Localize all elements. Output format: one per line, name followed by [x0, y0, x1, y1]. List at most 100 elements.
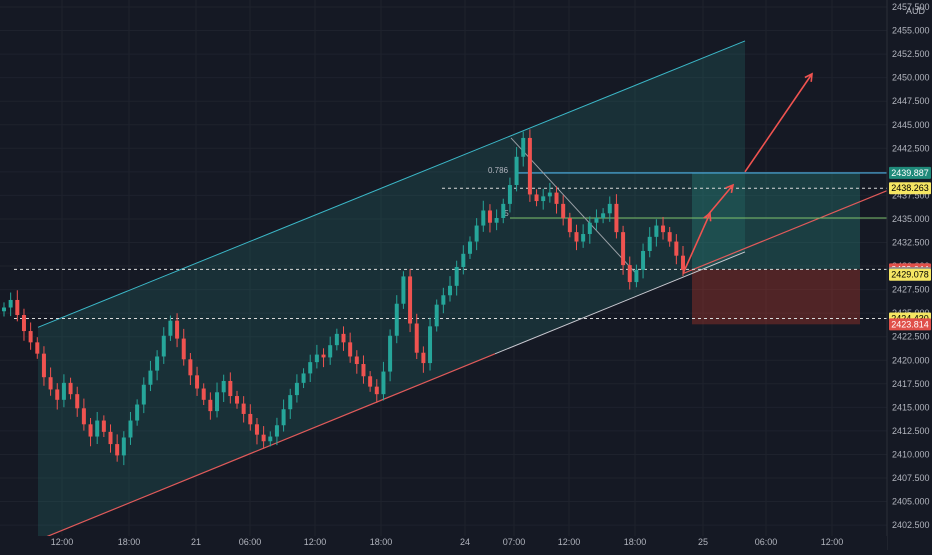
candle-body — [88, 424, 93, 437]
candle-body — [634, 269, 639, 283]
candle-body — [181, 338, 186, 360]
candle-body — [561, 203, 566, 219]
candle-body — [414, 323, 419, 353]
candle-body — [81, 408, 86, 425]
y-tick-label: 2452.500 — [892, 49, 930, 59]
candle-body — [448, 285, 453, 296]
x-tick-label: 12:00 — [821, 537, 844, 547]
x-tick-label: 25 — [698, 537, 708, 547]
candle-body — [141, 384, 146, 405]
time-axis[interactable]: 12:00 18:00 21 06:00 12:00 18:00 24 07:00 12:00 1… — [51, 537, 844, 547]
candle-body — [627, 265, 632, 283]
candle-body — [474, 225, 479, 242]
reward-zone — [692, 172, 860, 270]
channel-fill — [38, 40, 745, 541]
price-badge — [889, 268, 931, 281]
candle-body — [301, 373, 306, 383]
candle-body — [507, 185, 512, 204]
candle-body — [228, 380, 233, 397]
x-tick-label: 06:00 — [755, 537, 778, 547]
candle-body — [601, 213, 606, 219]
candle-body — [321, 354, 326, 358]
candle-body — [35, 342, 40, 354]
x-tick-label: 21 — [191, 537, 201, 547]
candle-body — [401, 276, 406, 304]
projection-arrows — [682, 72, 813, 274]
candle-body — [288, 395, 293, 410]
candle-body — [148, 370, 153, 385]
price-badge-label: 2423.814 — [891, 319, 929, 329]
candle-body — [587, 222, 592, 235]
candles — [2, 129, 685, 466]
candle-body — [521, 137, 526, 157]
y-tick-label: 2422.500 — [892, 332, 930, 342]
x-tick-label: 12:00 — [51, 537, 74, 547]
candle-body — [68, 382, 73, 395]
y-tick-label: 2427.500 — [892, 285, 930, 295]
candle-body — [594, 218, 599, 223]
price-badges: 2439.8872438.2632429.6442429.2472429.078… — [889, 166, 931, 331]
candle-body — [681, 255, 685, 270]
candle-body — [481, 210, 486, 226]
candle-body — [554, 192, 559, 204]
candle-body — [514, 156, 519, 186]
candle-body — [621, 232, 626, 266]
candle-body — [128, 420, 133, 438]
candle-body — [607, 203, 612, 214]
candle-body — [534, 194, 539, 202]
candle-body — [527, 137, 532, 195]
fib-label: 0.786 — [488, 166, 509, 175]
candle-body — [294, 382, 299, 396]
price-badge — [889, 182, 931, 195]
candle-body — [641, 250, 646, 270]
price-badge-label: 2438.263 — [891, 183, 929, 193]
candle-body — [188, 359, 193, 376]
projection-arrow-head — [725, 183, 735, 194]
candle-body — [354, 356, 359, 365]
candle-body — [494, 218, 499, 223]
candle-body — [75, 394, 80, 409]
x-tick-label: 12:00 — [558, 537, 581, 547]
candle-body — [454, 266, 459, 286]
candle-body — [15, 299, 20, 316]
y-tick-label: 2405.000 — [892, 497, 930, 507]
candle-body — [95, 420, 100, 437]
projection-arrow-line — [744, 73, 813, 173]
time-axis-background — [0, 536, 887, 550]
candle-body — [441, 295, 446, 305]
price-badge-label: 2439.887 — [891, 168, 929, 178]
price-badge — [889, 166, 931, 179]
projection-arrow-head — [804, 72, 813, 82]
risk-zone — [692, 269, 860, 325]
candle-body — [121, 437, 126, 456]
candle-body — [21, 315, 26, 332]
position-zones — [38, 40, 860, 541]
candle-body — [381, 371, 386, 395]
candle-body — [61, 382, 66, 400]
candle-body — [28, 331, 33, 343]
price-badge-label: 2429.078 — [891, 270, 929, 280]
x-tick-label: 06:00 — [239, 537, 262, 547]
candle-body — [168, 320, 173, 336]
channel-upper-line — [37, 40, 746, 328]
support-extension-line — [682, 190, 888, 275]
y-tick-label: 2455.000 — [892, 26, 930, 36]
y-tick-label: 2457.500 — [892, 2, 930, 12]
candle-body — [8, 299, 13, 308]
candle-body — [567, 218, 572, 233]
candle-body — [388, 335, 393, 372]
candle-body — [254, 424, 259, 435]
candle-body — [261, 434, 266, 442]
candle-body — [487, 210, 492, 223]
candle-body — [55, 389, 60, 400]
candle-body — [155, 356, 160, 371]
candle-body — [394, 303, 399, 336]
x-tick-label: 24 — [460, 537, 470, 547]
candle-body — [408, 276, 413, 324]
fib-label: .5 — [502, 209, 509, 218]
candle-body — [314, 354, 319, 363]
candle-body — [334, 333, 339, 346]
candle-body — [614, 203, 619, 233]
